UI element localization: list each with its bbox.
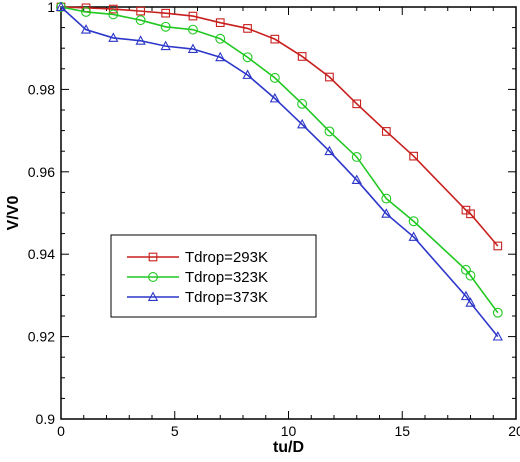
data-point <box>269 92 280 103</box>
data-point <box>351 174 362 184</box>
data-point <box>81 6 91 17</box>
data-point <box>381 193 392 204</box>
y-tick-label: 0.94 <box>28 246 55 262</box>
series-layer <box>55 1 503 341</box>
data-point <box>188 24 198 35</box>
data-point <box>108 9 119 20</box>
legend-label: Tdrop=293K <box>185 249 268 266</box>
series-line <box>60 6 499 314</box>
data-point <box>270 34 280 44</box>
data-point <box>242 69 253 79</box>
data-point <box>243 24 252 33</box>
y-tick-label: 1 <box>47 0 55 15</box>
y-tick-label: 0.92 <box>28 329 55 345</box>
y-tick-label: 0.98 <box>28 81 55 97</box>
data-point <box>297 98 308 109</box>
x-axis-title: tu/D <box>273 439 304 456</box>
data-point <box>215 18 225 28</box>
data-point <box>460 290 472 301</box>
legend-label: Tdrop=323K <box>185 269 268 286</box>
y-tick-label: 0.96 <box>28 164 55 180</box>
data-point <box>324 145 335 156</box>
data-point <box>409 151 418 161</box>
legend-marker <box>147 291 159 301</box>
data-point <box>408 216 419 227</box>
y-tick-label: 0.9 <box>36 411 56 427</box>
data-point <box>492 331 503 341</box>
data-point <box>80 24 92 34</box>
data-point <box>160 40 171 51</box>
x-tick-label: 5 <box>171 423 179 439</box>
data-point <box>55 1 67 11</box>
data-point <box>135 15 146 26</box>
data-point <box>351 152 362 162</box>
data-point <box>135 35 146 45</box>
y-axis-title: V/V0 <box>5 196 22 231</box>
legend: Tdrop=293K Tdrop=323K Tdrop=373K <box>110 234 317 318</box>
legend-label: Tdrop=373K <box>185 289 268 306</box>
data-point <box>408 231 419 241</box>
data-point <box>188 11 198 21</box>
series-1 <box>56 2 503 251</box>
data-point <box>492 307 503 318</box>
data-point <box>242 52 253 63</box>
legend-box <box>110 234 317 318</box>
data-point <box>352 99 362 109</box>
data-point <box>381 127 391 136</box>
legend-marker <box>148 272 158 282</box>
data-point <box>324 126 335 137</box>
axes: 0 5 10 15 20 0.9 0.92 0.94 0.96 0.98 1 <box>28 0 520 439</box>
data-point <box>215 51 226 62</box>
legend-marker <box>148 252 158 262</box>
data-point <box>108 32 119 42</box>
plot-frame <box>60 6 517 420</box>
data-point <box>160 21 171 32</box>
data-point <box>381 208 392 218</box>
x-tick-label: 20 <box>508 423 520 439</box>
data-point <box>215 33 226 44</box>
data-point <box>187 43 199 53</box>
data-point <box>136 6 145 16</box>
x-tick-label: 10 <box>281 423 297 439</box>
series-3 <box>55 1 503 341</box>
x-tick-label: 15 <box>394 423 410 439</box>
data-point <box>465 270 476 281</box>
data-point <box>161 8 171 18</box>
series-line <box>60 6 499 338</box>
data-point <box>269 72 280 83</box>
data-point <box>493 241 503 251</box>
data-point <box>465 297 476 307</box>
series-line <box>60 6 499 247</box>
data-point <box>297 52 307 61</box>
data-point <box>466 209 475 219</box>
data-point <box>108 4 118 14</box>
data-point <box>325 72 334 82</box>
x-tick-label: 0 <box>57 423 65 439</box>
data-point <box>297 118 308 129</box>
